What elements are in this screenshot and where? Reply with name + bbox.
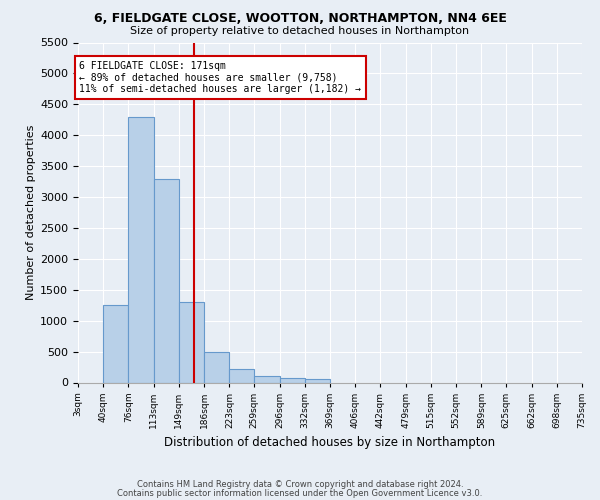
Bar (229, 369, 254, 382)
Bar (254, 376, 280, 382)
Bar (204, 352, 229, 382)
Bar (128, 116, 154, 382)
Text: Size of property relative to detached houses in Northampton: Size of property relative to detached ho… (130, 26, 470, 36)
Bar (280, 378, 305, 382)
X-axis label: Distribution of detached houses by size in Northampton: Distribution of detached houses by size … (164, 436, 496, 449)
Text: 6, FIELDGATE CLOSE, WOOTTON, NORTHAMPTON, NN4 6EE: 6, FIELDGATE CLOSE, WOOTTON, NORTHAMPTON… (94, 12, 506, 26)
Text: 6 FIELDGATE CLOSE: 171sqm
← 89% of detached houses are smaller (9,758)
11% of se: 6 FIELDGATE CLOSE: 171sqm ← 89% of detac… (79, 61, 361, 94)
Bar (103, 304, 128, 382)
Bar (154, 178, 179, 382)
Y-axis label: Number of detached properties: Number of detached properties (26, 125, 36, 300)
Bar (179, 302, 204, 382)
Text: Contains public sector information licensed under the Open Government Licence v3: Contains public sector information licen… (118, 490, 482, 498)
Text: Contains HM Land Registry data © Crown copyright and database right 2024.: Contains HM Land Registry data © Crown c… (137, 480, 463, 489)
Bar (305, 379, 330, 382)
